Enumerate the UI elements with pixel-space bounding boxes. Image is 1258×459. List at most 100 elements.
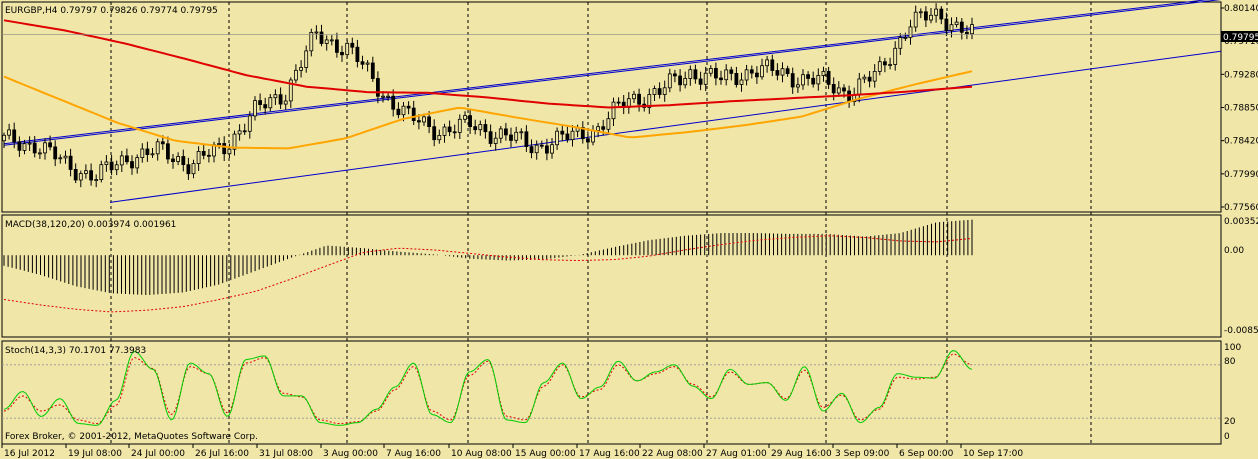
time-tick-label: 7 Aug 16:00 [386,449,441,459]
candle-body [959,21,964,33]
candle-body [375,78,380,97]
candle-body [550,144,554,154]
candle-body [524,131,529,148]
candle-body [165,143,170,160]
candle-body [529,146,534,154]
candle-body [273,94,278,99]
candle-body [483,124,488,133]
candle-body [760,65,764,78]
candle-body [545,145,549,154]
candle-body [309,32,314,52]
time-tick-label: 3 Aug 00:00 [323,449,378,459]
candle-body [877,61,882,72]
candle-body [903,37,908,39]
candle-body [68,155,73,170]
candle-body [191,163,196,175]
macd-axis-zero: 0.00 [1224,246,1244,256]
candle-body [119,155,124,166]
macd-title: MACD(38,120,20) 0.003974 0.001961 [5,220,176,230]
candle-body [708,68,713,74]
candle-body [637,93,641,105]
candle-body [826,71,831,85]
candle-body [350,42,355,48]
candle-body [796,84,800,88]
price-tick-label: 0.77560 [1224,203,1258,213]
candle-body [652,88,657,95]
candle-body [186,164,191,175]
candle-body [939,8,944,20]
candle-body [360,61,365,65]
candle-body [678,75,682,86]
candle-body [498,128,503,139]
time-tick-label: 17 Aug 16:00 [579,449,640,459]
candle-body [73,168,78,181]
candle-body [319,31,324,44]
stoch-signal-line [3,353,973,425]
candle-body [790,73,795,88]
candle-body [509,134,513,141]
candle-body [17,141,22,151]
candle-body [447,126,452,133]
current-price-marker [1221,31,1258,42]
candle-body [293,69,298,81]
candle-body [457,118,462,133]
candle-body [27,142,32,145]
price-tick-label: 0.77990 [1224,170,1258,180]
stoch-axis-80: 80 [1224,357,1236,367]
candle-body [329,39,334,42]
candle-body [391,95,396,110]
time-tick-label: 16 Jul 2012 [4,449,55,459]
candle-body [616,101,621,104]
candle-body [288,79,293,102]
candle-body [934,8,938,16]
channel-upper-line [3,0,1222,146]
candle-body [560,130,565,135]
candle-body [263,104,268,109]
candle-body [130,161,134,169]
candle-body [949,24,954,31]
candle-body [929,14,933,21]
macd-panel[interactable]: MACD(38,120,20) 0.003974 0.001961 0.0035… [1,214,1258,338]
candle-body [432,126,437,141]
candle-body [534,144,539,154]
time-tick-label: 10 Aug 08:00 [451,449,512,459]
candle-body [596,126,600,131]
candle-body [32,142,37,154]
candle-body [667,73,672,89]
candle-body [125,155,129,163]
candle-body [898,37,903,49]
macd-panel-frame [1,214,1222,338]
candle-body [196,150,201,164]
candle-body [355,46,360,63]
candle-body [43,142,47,154]
candle-body [647,94,652,108]
candle-body [463,115,467,120]
candle-body [749,69,754,74]
candle-body [555,130,559,146]
candle-body [514,131,519,141]
candle-body [893,47,898,65]
candle-body [22,143,27,151]
candle-body [586,138,590,143]
time-tick-label: 22 Aug 08:00 [642,449,703,459]
candle-body [831,84,836,94]
time-tick-label: 29 Aug 16:00 [771,449,832,459]
candle-body [171,158,175,162]
candle-body [821,71,826,76]
copyright-text: Forex Broker, © 2001-2012, MetaQuotes So… [5,432,258,442]
candle-body [857,78,862,96]
stoch-panel[interactable]: Stoch(14,3,3) 70.1701 77.3983 100 80 20 … [1,340,1241,445]
stoch-main-line [3,350,973,426]
candle-body [488,131,493,144]
candle-body [591,129,595,143]
candle-body [268,97,273,109]
time-tick-label: 19 Jul 08:00 [68,449,122,459]
main-panel[interactable]: EURGBP,H4 0.79797 0.79826 0.79774 0.7979… [1,0,1258,213]
candle-body [473,126,478,131]
candle-body [427,116,432,128]
candle-body [396,108,401,116]
candle-body [539,144,544,147]
candle-body [785,68,790,74]
candle-body [334,39,339,53]
